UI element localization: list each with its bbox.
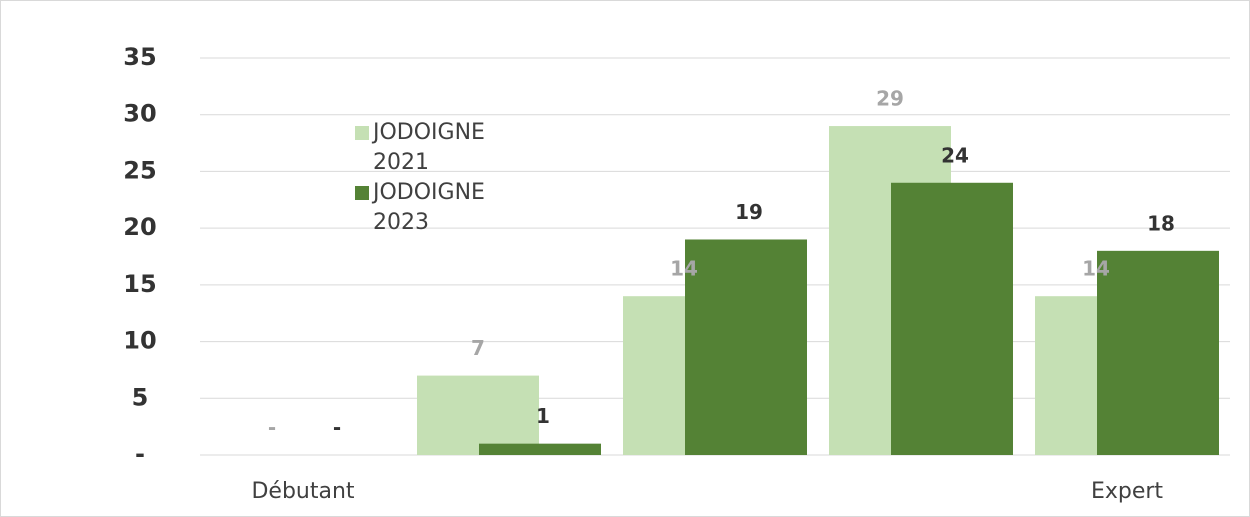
data-label: - <box>268 416 276 440</box>
data-label: 14 <box>1082 257 1110 281</box>
y-tick-label: 20 <box>123 213 156 241</box>
bar <box>891 182 1013 455</box>
data-label: 19 <box>735 200 763 224</box>
data-label: 18 <box>1147 211 1175 235</box>
data-label: - <box>333 416 341 440</box>
y-tick-label: 10 <box>123 327 156 355</box>
legend-label: JODOIGNE 2021 <box>373 120 485 175</box>
bar <box>417 375 539 455</box>
legend-swatch <box>355 126 369 140</box>
legend-item: JODOIGNE 2023 <box>355 178 523 238</box>
data-label: 24 <box>941 143 969 167</box>
x-tick-label: Débutant <box>251 479 354 504</box>
legend-label: JODOIGNE 2023 <box>373 180 485 235</box>
data-label: 1 <box>536 404 550 428</box>
bar <box>1097 250 1219 455</box>
y-tick-label: 30 <box>123 100 156 128</box>
y-tick-label: 5 <box>132 383 149 411</box>
data-label: 14 <box>670 257 698 281</box>
y-tick-label: 25 <box>123 156 156 184</box>
legend-item: JODOIGNE 2021 <box>355 118 523 178</box>
x-tick-label: Expert <box>1091 479 1163 504</box>
legend-swatch <box>355 186 369 200</box>
y-tick-label: 35 <box>123 43 156 71</box>
data-label: 7 <box>471 336 485 360</box>
y-tick-label: 15 <box>123 270 156 298</box>
bar <box>685 239 807 455</box>
data-label: 29 <box>876 87 904 111</box>
legend: JODOIGNE 2021 JODOIGNE 2023 <box>355 118 523 238</box>
bar <box>479 443 601 455</box>
y-tick-label: - <box>135 440 145 468</box>
